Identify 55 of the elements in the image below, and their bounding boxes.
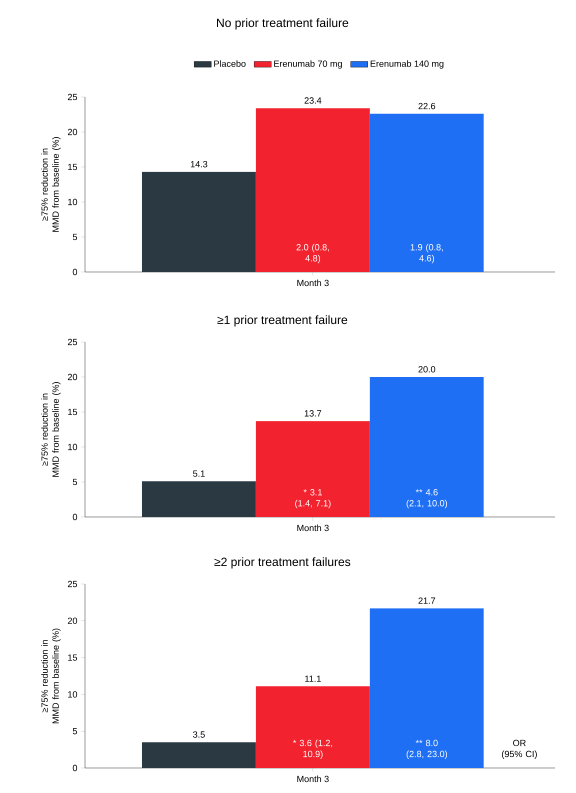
- y-tick-label: 5: [72, 478, 78, 486]
- data-label: 13.7: [304, 410, 322, 417]
- chart-title: ≥2 prior treatment failures: [214, 557, 350, 568]
- y-tick-label: 0: [72, 764, 78, 772]
- y-tick-label: 15: [68, 654, 78, 661]
- chart-title: No prior treatment failure: [217, 18, 348, 30]
- x-tick-label: Month 3: [297, 280, 329, 286]
- y-tick-label: 0: [72, 268, 78, 276]
- y-tick-label: 25: [68, 338, 78, 346]
- bar: [142, 481, 256, 517]
- bar: [256, 686, 370, 768]
- bar: [142, 742, 256, 768]
- y-axis-title: ≥75% reduction in MMD from baseline (%): [41, 137, 61, 232]
- y-axis-title: ≥75% reduction in MMD from baseline (%): [41, 628, 61, 724]
- y-tick-label: 0: [72, 514, 78, 520]
- bar: [370, 376, 484, 517]
- legend-label: Erenumab 70 mg: [274, 60, 342, 69]
- bar: [370, 114, 484, 272]
- data-label: 5.1: [193, 470, 205, 477]
- y-tick-label: 15: [68, 164, 78, 170]
- x-tick-label: Month 3: [297, 776, 329, 782]
- annotation: 1.9 (0.8, 4.6): [410, 244, 443, 264]
- bar: [256, 108, 370, 272]
- y-tick-label: 5: [72, 728, 78, 734]
- x-tick-label: Month 3: [297, 524, 329, 532]
- y-tick-label: 10: [68, 198, 78, 206]
- chart-title: ≥1 prior treatment failure: [217, 315, 348, 326]
- annotation: ** 4.6 (2.1, 10.0): [406, 489, 448, 508]
- annotation: * 3.6 (1.2, 10.9): [293, 740, 332, 759]
- annotation: OR (95% CI): [502, 740, 537, 759]
- data-label: 3.5: [193, 731, 205, 738]
- y-axis-title: ≥75% reduction in MMD from baseline (%): [41, 382, 61, 477]
- bar: [142, 172, 256, 272]
- y-tick-label: 5: [72, 234, 78, 240]
- annotation: * 3.1 (1.4, 7.1): [295, 489, 331, 508]
- y-tick-label: 10: [68, 444, 78, 450]
- legend-label: Placebo: [214, 60, 246, 67]
- y-tick-label: 20: [68, 128, 78, 136]
- y-tick-label: 25: [68, 580, 78, 588]
- y-tick-label: 20: [68, 374, 78, 380]
- bar: [370, 608, 484, 768]
- legend-label: Erenumab 140 mg: [370, 60, 444, 69]
- y-tick-label: 20: [68, 618, 78, 624]
- bar: [256, 421, 370, 517]
- data-label: 20.0: [418, 366, 436, 372]
- y-tick-label: 25: [68, 94, 78, 100]
- annotation: 2.0 (0.8, 4.8): [296, 244, 329, 264]
- data-label: 11.1: [305, 676, 321, 682]
- y-tick-label: 10: [68, 691, 78, 698]
- data-label: 21.7: [418, 597, 436, 604]
- data-label: 14.3: [190, 160, 208, 168]
- data-label: 22.6: [418, 102, 436, 110]
- annotation: ** 8.0 (2.8, 23.0): [406, 740, 448, 759]
- data-label: 23.4: [304, 97, 322, 104]
- y-tick-label: 15: [68, 408, 78, 416]
